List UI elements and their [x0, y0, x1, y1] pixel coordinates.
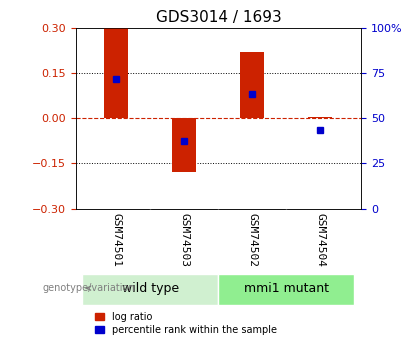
Text: GSM74503: GSM74503 [179, 213, 189, 267]
Bar [173, 118, 196, 172]
Legend: log ratio, percentile rank within the sample: log ratio, percentile rank within the sa… [95, 312, 277, 335]
Text: mmi1 mutant: mmi1 mutant [244, 282, 329, 295]
Text: GSM74502: GSM74502 [247, 213, 257, 267]
Text: GSM74501: GSM74501 [111, 213, 121, 267]
Bar [309, 117, 332, 118]
FancyBboxPatch shape [218, 275, 354, 305]
Text: GSM74504: GSM74504 [315, 213, 326, 267]
FancyBboxPatch shape [82, 275, 218, 305]
Text: wild type: wild type [122, 282, 179, 295]
Bar [241, 52, 264, 118]
Title: GDS3014 / 1693: GDS3014 / 1693 [155, 10, 281, 25]
Text: genotype/variation: genotype/variation [43, 283, 136, 293]
Bar [105, 28, 128, 118]
